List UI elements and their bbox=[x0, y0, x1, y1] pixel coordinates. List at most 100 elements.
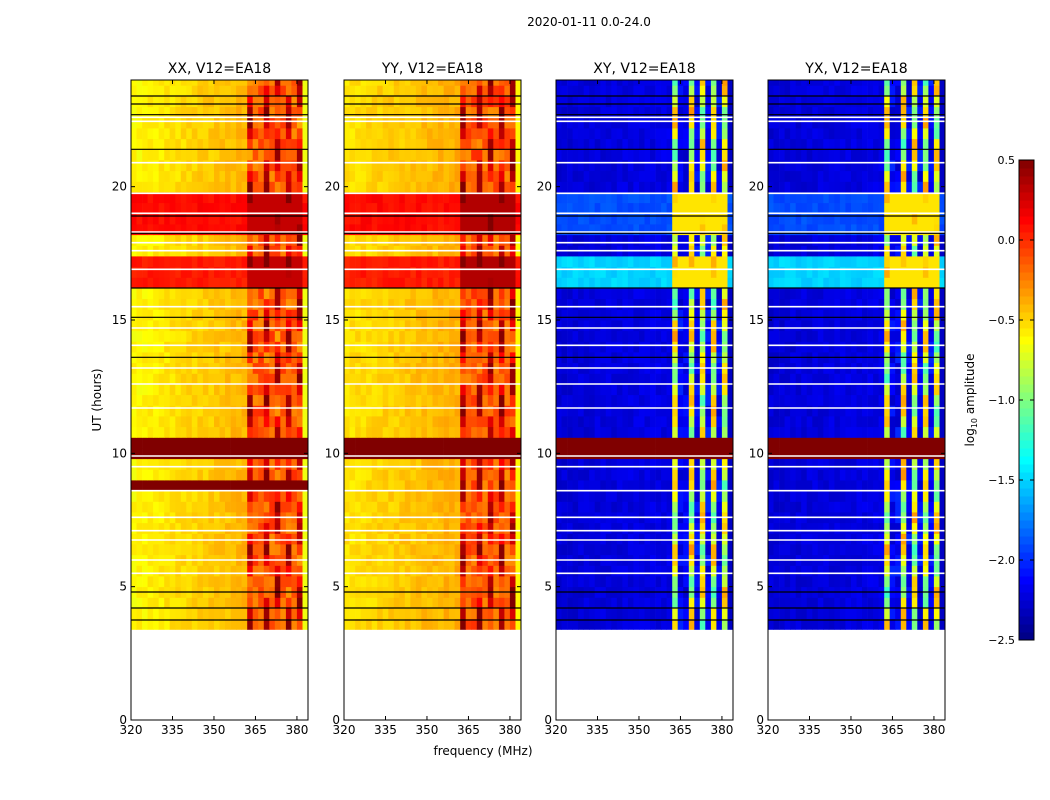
heatmap-cell bbox=[131, 138, 137, 150]
heatmap-cell bbox=[219, 128, 226, 140]
heatmap-cell bbox=[393, 309, 400, 321]
heatmap-cell bbox=[666, 213, 673, 225]
heatmap-cell bbox=[377, 608, 384, 620]
heatmap-cell bbox=[180, 501, 187, 513]
heatmap-cell bbox=[583, 373, 590, 385]
heatmap-cell bbox=[644, 405, 651, 417]
heatmap-cell bbox=[214, 149, 220, 161]
heatmap-cell bbox=[688, 277, 695, 289]
heatmap-cell bbox=[410, 170, 417, 182]
heatmap-cell bbox=[672, 277, 679, 289]
heatmap-cell bbox=[616, 501, 623, 513]
heatmap-cell bbox=[366, 160, 372, 172]
heatmap-cell bbox=[498, 458, 505, 470]
heatmap-cell bbox=[280, 266, 287, 278]
heatmap-cell bbox=[427, 490, 433, 502]
heatmap-cell bbox=[214, 160, 220, 172]
heatmap-cell bbox=[214, 576, 220, 588]
heatmap-cell bbox=[164, 181, 171, 193]
heatmap-cell bbox=[688, 608, 695, 620]
heatmap-cell bbox=[404, 309, 411, 321]
heatmap-cell bbox=[688, 234, 695, 246]
heatmap-cell bbox=[366, 106, 372, 118]
heatmap-cell bbox=[280, 469, 287, 481]
heatmap-cell bbox=[355, 480, 361, 492]
heatmap-cell bbox=[688, 128, 695, 140]
heatmap-cell bbox=[616, 373, 623, 385]
heatmap-cell bbox=[158, 298, 165, 310]
heatmap-cell bbox=[716, 202, 723, 214]
heatmap-cell bbox=[186, 213, 193, 225]
heatmap-cell bbox=[252, 437, 259, 449]
heatmap-cell bbox=[377, 576, 384, 588]
heatmap-cell bbox=[443, 522, 450, 534]
heatmap-cell bbox=[710, 128, 717, 140]
heatmap-cell bbox=[655, 384, 662, 396]
heatmap-cell bbox=[666, 448, 673, 460]
heatmap-cell bbox=[476, 608, 483, 620]
heatmap-cell bbox=[438, 320, 444, 332]
heatmap-cell bbox=[672, 373, 679, 385]
heatmap-cell bbox=[274, 213, 281, 225]
heatmap-cell bbox=[561, 416, 568, 428]
heatmap-cell bbox=[355, 288, 361, 300]
heatmap-cell bbox=[296, 608, 303, 620]
heatmap-cell bbox=[705, 202, 712, 214]
heatmap-cell bbox=[153, 480, 159, 492]
heatmap-cell bbox=[225, 522, 231, 534]
heatmap-cell bbox=[605, 469, 612, 481]
heatmap-cell bbox=[236, 138, 242, 150]
heatmap-cell bbox=[393, 448, 400, 460]
heatmap-cell bbox=[360, 320, 367, 332]
heatmap-cell bbox=[688, 490, 695, 502]
heatmap-cell bbox=[454, 416, 461, 428]
heatmap-cell bbox=[578, 298, 584, 310]
heatmap-cell bbox=[291, 149, 298, 161]
heatmap-cell bbox=[382, 522, 389, 534]
heatmap-cell bbox=[225, 181, 231, 193]
heatmap-cell bbox=[515, 469, 522, 481]
heatmap-cell bbox=[666, 426, 673, 438]
heatmap-cell bbox=[460, 320, 467, 332]
heatmap-cell bbox=[432, 309, 439, 321]
heatmap-cell bbox=[627, 298, 634, 310]
heatmap-cell bbox=[263, 597, 270, 609]
heatmap-cell bbox=[572, 522, 579, 534]
heatmap-cell bbox=[449, 416, 455, 428]
heatmap-cell bbox=[578, 405, 584, 417]
heatmap-cell bbox=[153, 224, 159, 236]
heatmap-cell bbox=[639, 192, 645, 204]
heatmap-cell bbox=[639, 384, 645, 396]
heatmap-cell bbox=[710, 394, 717, 406]
heatmap-cell bbox=[721, 437, 728, 449]
heatmap-cell bbox=[344, 234, 350, 246]
heatmap-cell bbox=[147, 181, 154, 193]
heatmap-cell bbox=[561, 501, 568, 513]
heatmap-cell bbox=[399, 437, 406, 449]
heatmap-cell bbox=[504, 320, 511, 332]
heatmap-cell bbox=[721, 192, 728, 204]
heatmap-cell bbox=[482, 288, 489, 300]
heatmap-cell bbox=[556, 330, 562, 342]
heatmap-cell bbox=[404, 298, 411, 310]
heatmap-cell bbox=[366, 341, 372, 353]
heatmap-cell bbox=[688, 522, 695, 534]
heatmap-cell bbox=[666, 160, 673, 172]
heatmap-cell bbox=[371, 608, 378, 620]
heatmap-cell bbox=[460, 565, 467, 577]
heatmap-cell bbox=[644, 170, 651, 182]
heatmap-cell bbox=[600, 309, 607, 321]
heatmap-cell bbox=[633, 458, 640, 470]
heatmap-cell bbox=[583, 597, 590, 609]
heatmap-cell bbox=[258, 373, 265, 385]
heatmap-cell bbox=[399, 426, 406, 438]
heatmap-cell bbox=[567, 458, 573, 470]
heatmap-cell bbox=[214, 416, 220, 428]
heatmap-cell bbox=[399, 458, 406, 470]
heatmap-cell bbox=[382, 373, 389, 385]
heatmap-cell bbox=[274, 80, 281, 86]
heatmap-cell bbox=[504, 416, 511, 428]
heatmap-cell bbox=[382, 181, 389, 193]
heatmap-cell bbox=[302, 437, 309, 449]
